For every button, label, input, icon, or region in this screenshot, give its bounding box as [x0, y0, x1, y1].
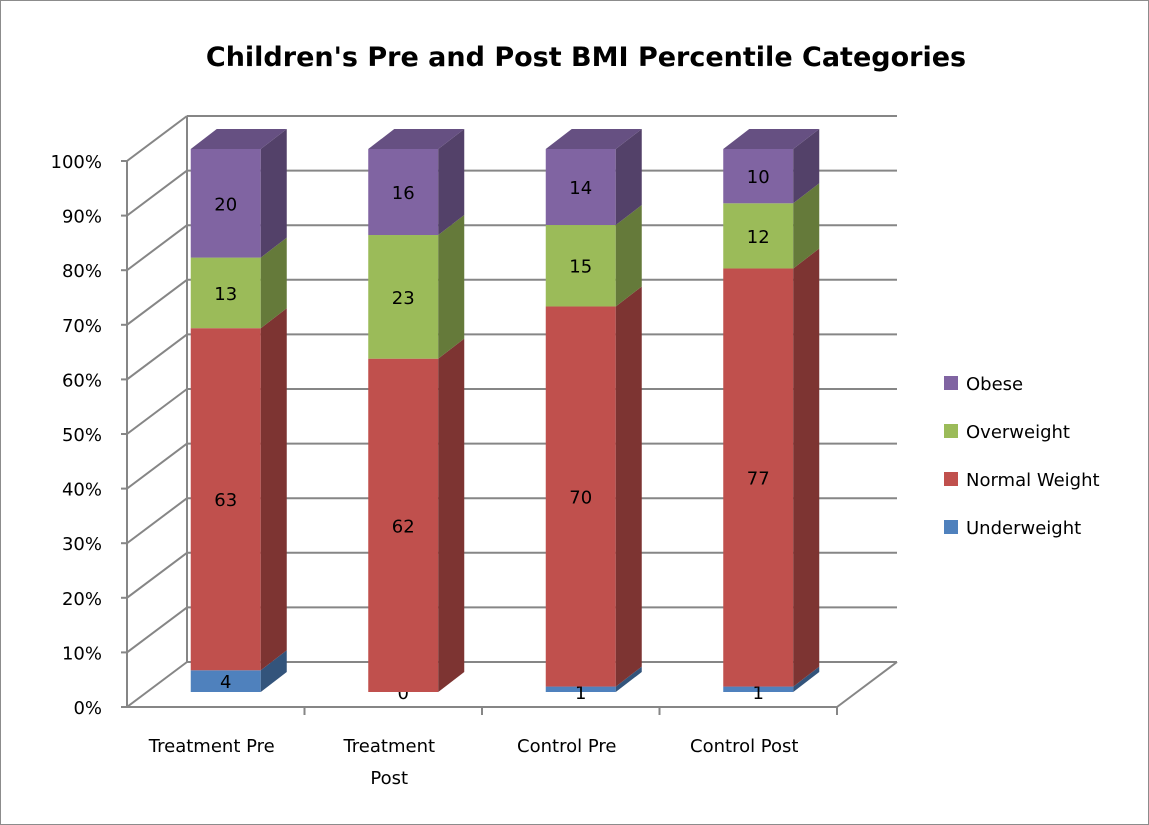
bar-segment-underweight: 1 — [545, 666, 642, 704]
data-label: 63 — [214, 490, 237, 511]
bar-segment-underweight: 1 — [723, 666, 820, 704]
bar-segment-overweight: 13 — [190, 237, 287, 329]
bar-segment-underweight: 0 — [398, 683, 409, 704]
data-label: 16 — [392, 183, 415, 204]
x-tick-label: Treatment Pre — [148, 736, 275, 757]
side-grid-line — [126, 497, 188, 545]
data-label: 70 — [569, 488, 592, 509]
side-grid-line — [126, 388, 188, 435]
y-tick-label: 40% — [62, 480, 102, 501]
x-tick-label: Control Pre — [517, 736, 616, 757]
data-label: 62 — [392, 516, 415, 537]
legend-swatch — [944, 520, 958, 534]
bar-segment-overweight: 15 — [545, 205, 642, 307]
data-label: 15 — [569, 257, 592, 278]
side-grid-line — [126, 606, 188, 654]
bar-segment-obese: 14 — [545, 129, 642, 226]
bar-segment-obese: 16 — [368, 129, 465, 236]
legend-swatch — [944, 472, 958, 486]
y-tick-label: 100% — [51, 152, 102, 173]
floor-edge — [836, 661, 898, 708]
bar-segment-overweight: 23 — [368, 215, 465, 359]
data-label: 23 — [392, 288, 415, 309]
data-label: 1 — [575, 683, 586, 704]
y-tick-label: 10% — [62, 643, 102, 664]
bar-segment-normal-weight: 63 — [190, 308, 287, 671]
legend-item: Overweight — [944, 422, 1070, 443]
data-label: 0 — [398, 683, 409, 704]
side-grid-line — [126, 661, 188, 708]
data-label: 1 — [753, 683, 764, 704]
legend-swatch — [944, 424, 958, 438]
y-tick-label: 30% — [62, 534, 102, 555]
y-tick-label: 90% — [62, 207, 102, 228]
legend-item: Obese — [944, 374, 1023, 395]
legend-label: Obese — [966, 374, 1023, 395]
y-tick-label: 50% — [62, 425, 102, 446]
data-label: 4 — [220, 672, 231, 693]
x-tick-label: Treatment Post — [342, 736, 435, 789]
y-tick-label: 0% — [73, 698, 102, 719]
bar-segment-obese: 20 — [190, 129, 287, 258]
chart-title: Children's Pre and Post BMI Percentile C… — [206, 42, 966, 73]
bar-segment-obese: 10 — [723, 129, 820, 204]
bar-segment-overweight: 12 — [723, 183, 820, 269]
y-tick-label: 70% — [62, 316, 102, 337]
side-grid-line — [126, 442, 188, 490]
side-grid-line — [126, 169, 188, 217]
side-grid-line — [126, 115, 188, 162]
bar-segment-normal-weight: 70 — [545, 286, 642, 687]
legend-label: Underweight — [966, 518, 1081, 539]
side-grid-line — [126, 551, 188, 599]
data-label: 12 — [747, 227, 770, 248]
bar-segment-normal-weight: 77 — [723, 248, 820, 687]
data-label: 13 — [214, 284, 237, 305]
data-label: 14 — [569, 178, 592, 199]
legend-label: Overweight — [966, 422, 1070, 443]
chart-legend: Obese Overweight Normal Weight Underweight — [944, 374, 1100, 539]
bar-segment-normal-weight: 62 — [368, 338, 465, 692]
x-axis: Treatment Pre Treatment Post Control Pre Con… — [148, 707, 838, 789]
y-axis: 0% 10% 20% 30% 40% 50% 60% 70% 80% 90% 100% — [51, 152, 127, 719]
y-tick-label: 80% — [62, 261, 102, 282]
side-grid-line — [126, 224, 188, 272]
data-label: 20 — [214, 194, 237, 215]
legend-item: Underweight — [944, 518, 1081, 539]
side-grid-line — [126, 333, 188, 381]
legend-label: Normal Weight — [966, 470, 1100, 491]
data-label: 77 — [747, 469, 770, 490]
x-tick-label: Control Post — [690, 736, 798, 757]
bar-segment-underweight: 4 — [190, 650, 287, 693]
data-label: 10 — [747, 167, 770, 188]
side-grid-line — [126, 278, 188, 326]
legend-swatch — [944, 376, 958, 390]
y-tick-label: 60% — [62, 370, 102, 391]
legend-item: Normal Weight — [944, 470, 1100, 491]
y-tick-label: 20% — [62, 589, 102, 610]
chart-bars: 4 63 13 20 0 62 23 16 1 70 15 14 1 77 12 10 — [190, 129, 820, 704]
